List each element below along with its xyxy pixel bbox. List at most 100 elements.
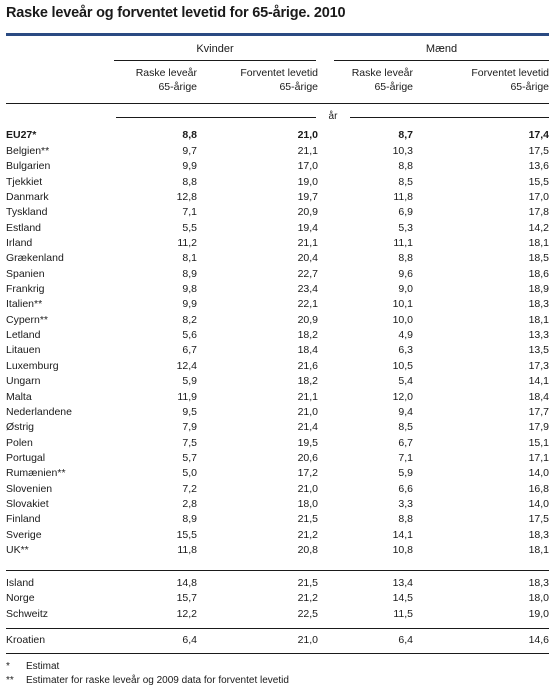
group-header-women: Kvinder [196,43,234,55]
women-healthy-cell: 15,7 [176,592,197,605]
men-healthy-cell: 10,1 [392,298,413,311]
men-expectancy-cell: 18,5 [528,252,549,265]
men-expectancy-cell: 14,6 [528,634,549,646]
men-healthy-cell: 11,1 [393,237,413,250]
women-expectancy-cell: 22,1 [297,298,318,311]
country-cell: Belgien** [6,145,50,157]
country-cell: Italien** [6,298,43,311]
women-expectancy-cell: 21,2 [297,592,318,605]
men-healthy-cell: 14,1 [392,528,413,541]
men-healthy-cell: 4,9 [398,329,413,342]
women-healthy-cell: 8,9 [182,513,197,526]
men-expectancy-cell: 16,8 [528,482,549,495]
women-healthy-cell: 5,5 [182,221,197,234]
women-healthy-cell: 2,8 [182,497,197,510]
table-row: Spanien 8,9 22,7 9,6 18,6 [6,267,549,282]
country-cell: Sverige [6,528,42,541]
table-row: Schweitz 12,2 22,5 11,5 19,0 [6,607,549,622]
country-cell: Spanien [6,267,45,280]
men-expectancy-cell: 15,1 [528,436,549,449]
men-healthy-cell: 6,7 [398,436,413,449]
women-expectancy-cell: 21,0 [297,129,318,141]
header-rule [6,103,549,104]
table-row: Letland 5,6 18,2 4,9 13,3 [6,328,549,343]
men-expectancy-cell: 13,5 [528,344,549,357]
men-healthy-cell: 8,5 [398,175,413,188]
women-expectancy-cell: 18,0 [297,497,318,510]
table-row: Island 14,8 21,5 13,4 18,3 [6,576,549,591]
candidate-rows: Kroatien 6,4 21,0 6,4 14,6 [6,633,549,648]
men-expectancy-cell: 14,0 [528,497,549,510]
men-healthy-cell: 9,0 [398,283,413,296]
country-cell: EU27* [6,129,37,141]
men-healthy-cell: 8,8 [398,160,413,173]
country-cell: Slovakiet [6,497,49,510]
women-expectancy-cell: 21,1 [297,145,318,157]
summary-table: EU27* 8,8 21,0 8,7 17,4 [6,128,549,143]
men-expectancy-cell: 18,4 [528,390,549,403]
men-healthy-cell: 6,9 [398,206,413,219]
table-row: Bulgarien 9,9 17,0 8,8 13,6 [6,159,549,174]
table-row: Ungarn 5,9 18,2 5,4 14,1 [6,374,549,389]
men-expectancy-cell: 17,5 [528,513,549,526]
table-row: Nederlandene 9,5 21,0 9,4 17,7 [6,405,549,420]
men-expectancy-cell: 18,1 [528,313,549,326]
women-healthy-cell: 9,8 [182,283,197,296]
men-expectancy-cell: 18,0 [528,592,549,605]
women-healthy-cell: 11,8 [177,543,197,556]
table-row: Kroatien 6,4 21,0 6,4 14,6 [6,633,549,648]
men-healthy-cell: 9,6 [398,267,413,280]
bottom-rule [6,653,549,654]
men-expectancy-cell: 13,3 [528,329,549,342]
page-title: Raske leveår og forventet levetid for 65… [6,5,346,21]
men-healthy-cell: 11,5 [393,607,413,620]
men-expectancy-cell: 14,1 [528,375,549,388]
country-cell: Litauen [6,344,41,357]
men-expectancy-cell: 14,2 [528,221,549,234]
men-expectancy-cell: 14,0 [528,467,549,480]
men-healthy-cell: 14,5 [392,592,413,605]
country-cell: Cypern** [6,313,49,326]
unit-rule-left [116,117,316,118]
women-expectancy-cell: 22,7 [297,267,318,280]
women-healthy-cell: 11,9 [177,390,197,403]
men-healthy-cell: 10,3 [392,145,413,157]
women-healthy-cell: 8,2 [182,313,197,326]
section-rule-other [6,570,549,571]
women-healthy-cell: 14,8 [176,577,197,589]
other-europe-table: Island 14,8 21,5 13,4 18,3 Norge 15,7 21,2 14,5 1… [6,576,549,622]
table-row: Rumænien** 5,0 17,2 5,9 14,0 [6,466,549,481]
men-healthy-cell: 5,4 [398,375,413,388]
eu-member-rows: Belgien** 9,7 21,1 10,3 17,5 Bulgarien 9,9 17,0… [6,144,549,558]
table-row: Frankrig 9,8 23,4 9,0 18,9 [6,282,549,297]
country-cell: Rumænien** [6,467,66,480]
table-row: Belgien** 9,7 21,1 10,3 17,5 [6,144,549,159]
country-cell: Slovenien [6,482,53,495]
country-cell: Nederlandene [6,405,72,418]
country-cell: Danmark [6,191,49,204]
women-expectancy-cell: 21,5 [297,513,318,526]
women-healthy-cell: 12,4 [176,359,197,372]
women-healthy-cell: 7,1 [182,206,197,219]
women-expectancy-cell: 21,5 [297,577,318,589]
country-cell: Schweitz [6,607,49,620]
women-expectancy-cell: 21,2 [297,528,318,541]
country-cell: Polen [6,436,33,449]
country-cell: Irland [6,237,33,250]
summary-rows: EU27* 8,8 21,0 8,7 17,4 [6,128,549,143]
men-expectancy-cell: 18,3 [528,577,549,589]
men-healthy-cell: 8,7 [398,129,413,141]
women-expectancy-cell: 21,1 [297,390,318,403]
women-expectancy-cell: 19,7 [297,191,318,204]
women-healthy-cell: 5,6 [182,329,197,342]
country-cell: Grækenland [6,252,64,265]
men-group-rule [334,60,549,61]
table-row: Norge 15,7 21,2 14,5 18,0 [6,591,549,606]
women-healthy-cell: 8,1 [182,252,197,265]
men-expectancy-cell: 13,6 [528,160,549,173]
women-expectancy-cell: 21,0 [297,482,318,495]
women-expectancy-cell: 20,9 [297,206,318,219]
women-expectancy-cell: 18,4 [297,344,318,357]
men-expectancy-cell: 17,5 [528,145,549,157]
table-row: Malta 11,9 21,1 12,0 18,4 [6,390,549,405]
